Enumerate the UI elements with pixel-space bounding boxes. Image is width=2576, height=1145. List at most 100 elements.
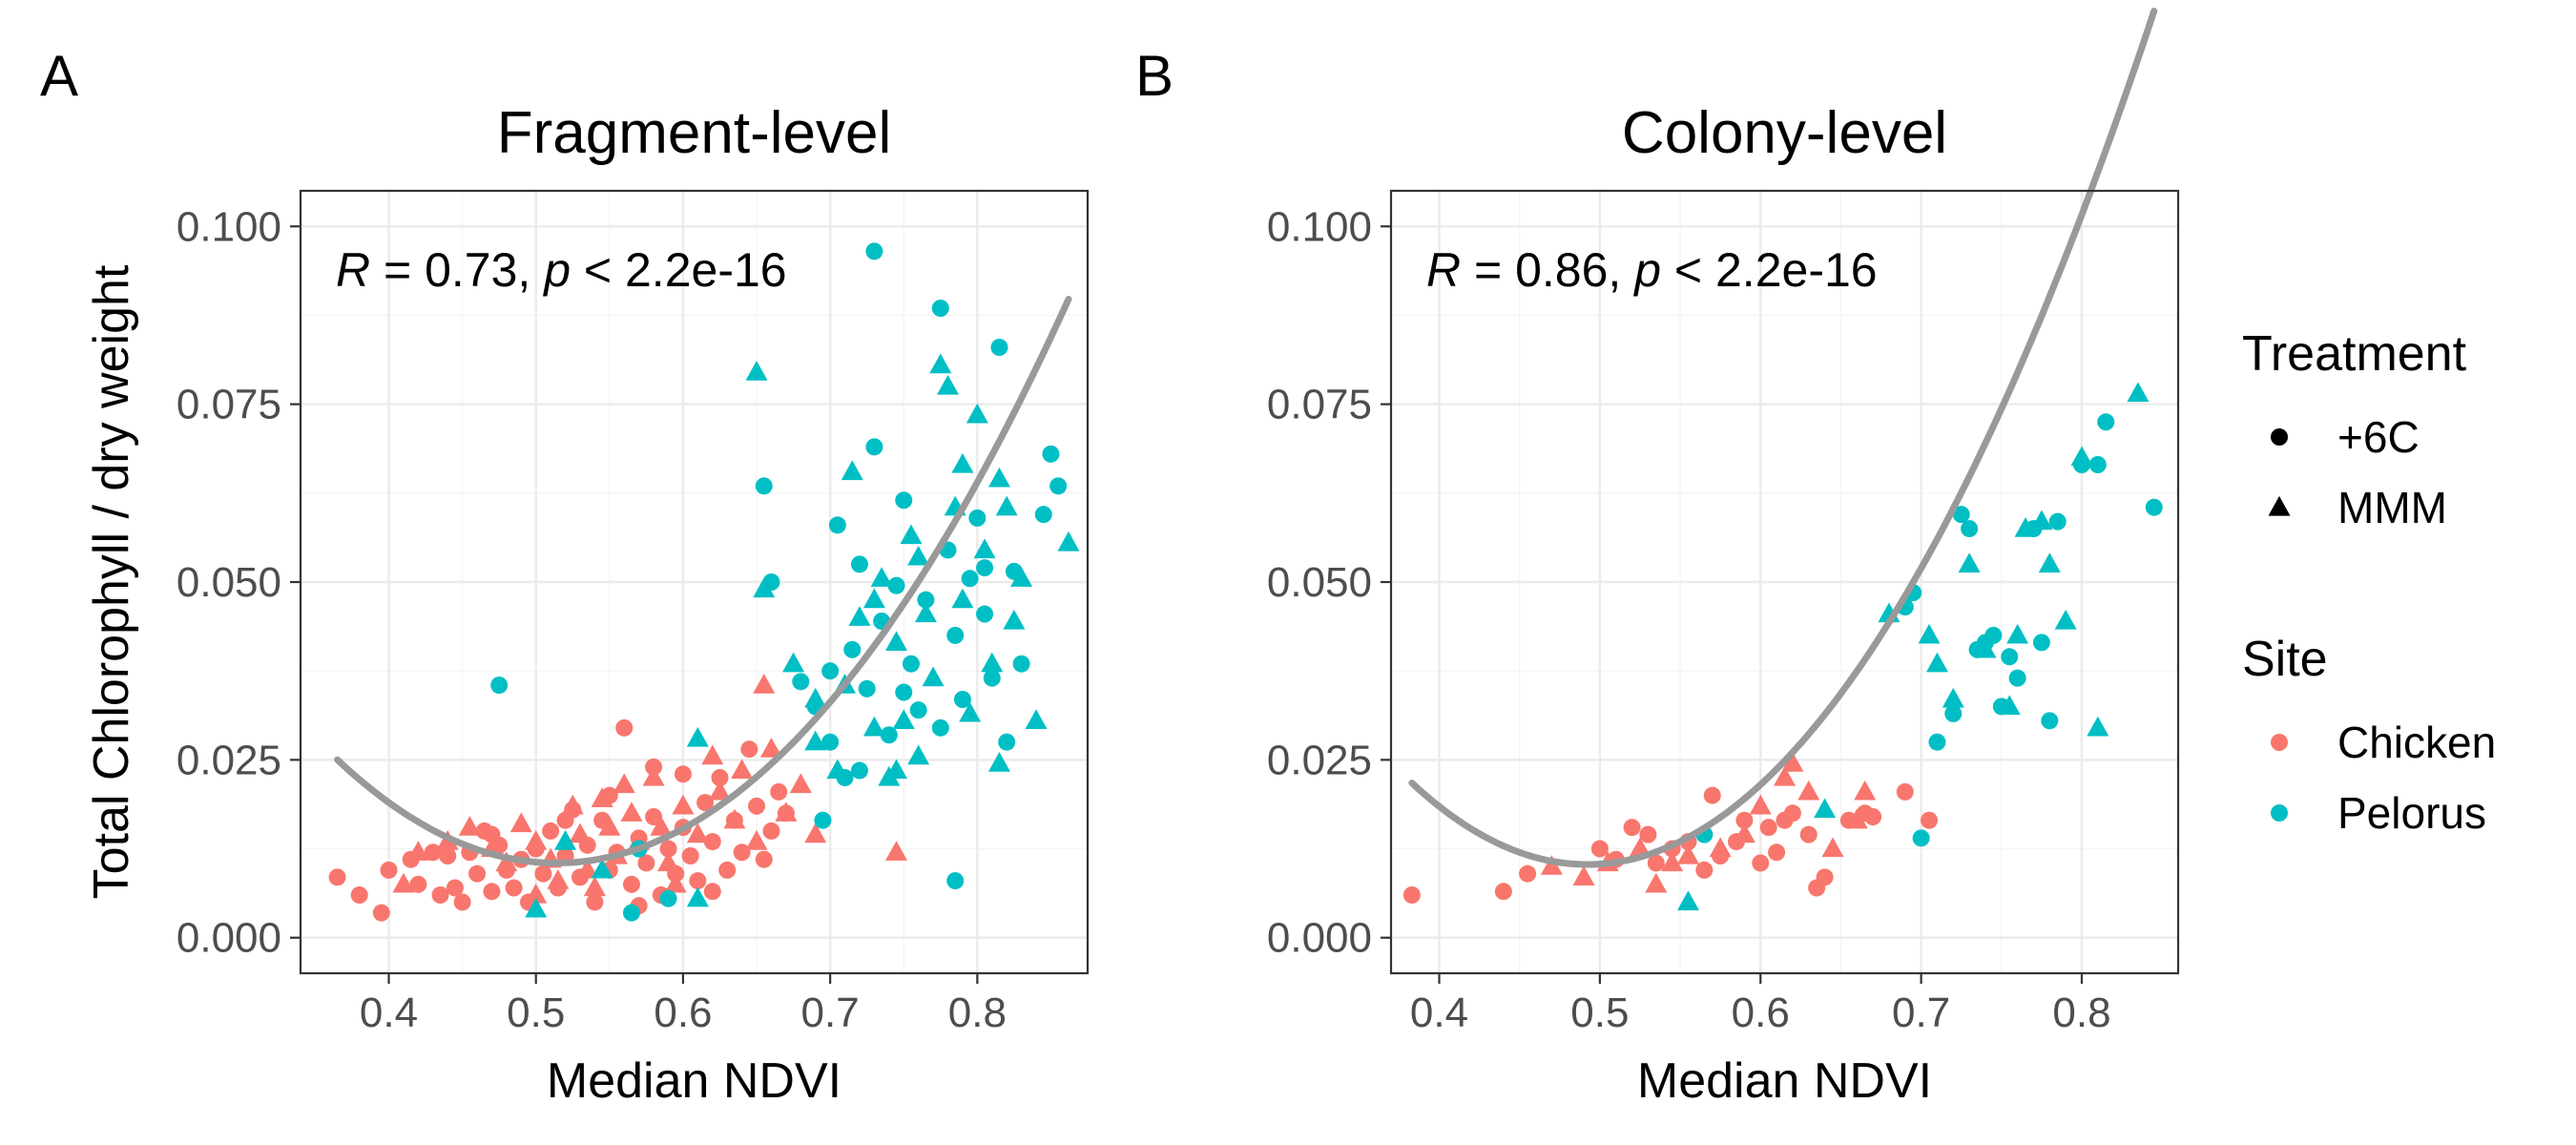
data-point-chicken-plus6c: [1519, 864, 1537, 883]
data-point-chicken-mmm: [591, 787, 613, 807]
data-point-pelorus-plus6c: [1984, 626, 2003, 644]
data-point-chicken-plus6c: [762, 822, 780, 840]
data-point-chicken-mmm: [650, 816, 673, 836]
data-point-chicken-plus6c: [350, 886, 368, 904]
data-point-pelorus-mmm: [870, 567, 893, 587]
data-point-chicken-mmm: [745, 830, 768, 850]
data-point-pelorus-mmm: [885, 631, 908, 651]
data-point-pelorus-mmm: [782, 652, 805, 673]
data-point-pelorus-plus6c: [931, 300, 949, 317]
data-point-pelorus-plus6c: [850, 761, 868, 780]
data-point-chicken-plus6c: [1816, 868, 1834, 886]
data-point-pelorus-plus6c: [622, 904, 640, 922]
regression-fit-line: [1408, 8, 2158, 868]
data-point-pelorus-mmm: [862, 716, 885, 737]
data-point-chicken-plus6c: [1647, 854, 1665, 872]
data-point-chicken-mmm: [613, 773, 635, 794]
data-point-chicken-mmm: [642, 765, 665, 786]
data-point-pelorus-mmm: [2006, 623, 2029, 644]
data-point-chicken-mmm: [1733, 822, 1755, 843]
data-point-chicken-plus6c: [409, 875, 427, 893]
data-point-pelorus-plus6c: [1042, 445, 1060, 463]
data-point-pelorus-plus6c: [2041, 712, 2059, 730]
data-point-chicken-plus6c: [1623, 819, 1641, 837]
data-point-pelorus-mmm: [987, 752, 1010, 772]
data-point-chicken-mmm: [583, 876, 606, 897]
data-point-chicken-plus6c: [483, 825, 501, 843]
data-point-chicken-mmm: [576, 858, 599, 879]
data-point-chicken-plus6c: [1799, 825, 1818, 843]
data-point-chicken-mmm: [598, 816, 621, 836]
data-point-pelorus-mmm: [1925, 652, 1948, 673]
data-point-pelorus-mmm: [995, 495, 1018, 516]
data-point-pelorus-mmm: [2030, 510, 2053, 531]
data-point-pelorus-mmm: [1010, 567, 1033, 587]
data-point-pelorus-mmm: [841, 460, 863, 481]
data-point-pelorus-plus6c: [902, 655, 920, 673]
data-point-pelorus-plus6c: [865, 438, 883, 456]
data-point-chicken-mmm: [753, 674, 776, 694]
data-point-chicken-plus6c: [468, 864, 487, 883]
data-point-pelorus-mmm: [951, 452, 974, 473]
x-tick-label: 0.6: [654, 989, 712, 1036]
data-point-chicken-plus6c: [556, 811, 574, 829]
data-point-pelorus-plus6c: [2097, 413, 2115, 431]
data-point-pelorus-mmm: [2070, 446, 2093, 467]
data-point-pelorus-plus6c: [887, 576, 905, 594]
data-point-chicken-plus6c: [740, 740, 758, 759]
data-point-chicken-plus6c: [1639, 825, 1657, 843]
data-point-chicken-mmm: [657, 851, 680, 872]
data-point-chicken-plus6c: [483, 883, 501, 901]
data-point-pelorus-plus6c: [909, 701, 927, 719]
data-point-pelorus-mmm: [686, 886, 709, 907]
data-point-pelorus-mmm: [914, 602, 937, 623]
data-point-chicken-plus6c: [1896, 782, 1914, 801]
data-point-pelorus-mmm: [2087, 716, 2109, 737]
data-point-pelorus-plus6c: [998, 733, 1016, 751]
data-point-pelorus-mmm: [826, 759, 849, 780]
data-point-pelorus-mmm: [907, 744, 930, 765]
data-point-pelorus-plus6c: [1944, 704, 1963, 722]
legend-label: Chicken: [2337, 718, 2496, 767]
data-point-pelorus-mmm: [907, 545, 930, 566]
data-point-pelorus-plus6c: [983, 669, 1001, 687]
data-point-chicken-plus6c: [1759, 819, 1777, 837]
data-point-chicken-mmm: [1797, 780, 1820, 801]
data-point-chicken-plus6c: [1783, 804, 1801, 822]
panel-colony-level: 0.4 0.5 0.6 0.7 0.8 0.000 0.025 0.050 0.075 0.100…: [1135, 8, 2180, 1109]
data-point-chicken-plus6c: [372, 904, 390, 922]
data-point-chicken-plus6c: [1590, 840, 1609, 858]
data-point-pelorus-plus6c: [755, 477, 773, 495]
data-point-pelorus-mmm: [937, 374, 960, 395]
data-point-pelorus-mmm: [525, 897, 548, 918]
data-point-chicken-mmm: [561, 794, 584, 815]
annotation-r-text: = 0.86,: [1461, 243, 1634, 297]
data-point-chicken-mmm: [1676, 843, 1699, 864]
data-point-chicken-plus6c: [1703, 786, 1721, 804]
annotation-p-symbol: p: [542, 243, 571, 297]
data-point-chicken-plus6c: [1735, 811, 1754, 829]
data-point-chicken-plus6c: [703, 883, 721, 901]
data-point-chicken-mmm: [620, 802, 643, 822]
data-point-pelorus-mmm: [1918, 623, 1941, 644]
y-tick-label: 0.050: [1267, 559, 1372, 606]
panel-letter: B: [1135, 44, 1174, 108]
x-axis-label: Median NDVI: [1637, 1053, 1932, 1109]
data-point-chicken-mmm: [525, 883, 548, 904]
data-point-chicken-mmm: [509, 812, 532, 833]
data-point-pelorus-plus6c: [1034, 506, 1052, 524]
data-point-pelorus-plus6c: [490, 677, 509, 695]
data-point-chicken-plus6c: [755, 850, 773, 868]
data-point-chicken-mmm: [495, 851, 518, 872]
data-point-pelorus-mmm: [1814, 798, 1837, 819]
data-point-chicken-mmm: [547, 869, 570, 889]
annotation-r-symbol: R: [336, 243, 370, 297]
x-tick-label: 0.8: [2052, 989, 2110, 1036]
legend-key-plus6c: [2271, 428, 2288, 446]
data-point-pelorus-mmm: [2127, 382, 2150, 403]
data-point-pelorus-mmm: [900, 524, 923, 545]
data-point-chicken-mmm: [759, 738, 782, 758]
data-point-pelorus-mmm: [848, 606, 871, 626]
data-point-pelorus-mmm: [1676, 890, 1699, 911]
x-tick-label: 0.8: [948, 989, 1007, 1036]
